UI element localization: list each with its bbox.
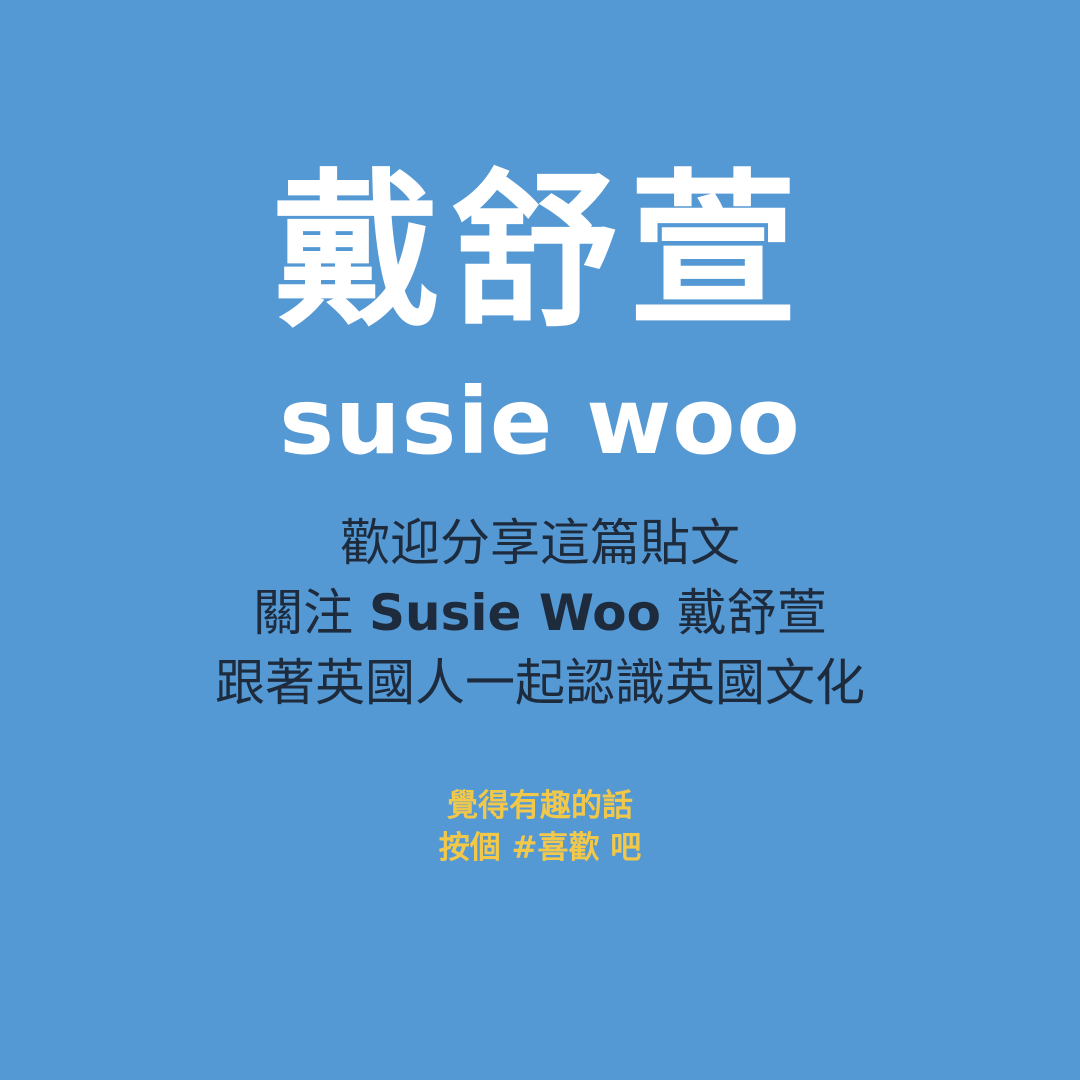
follow-prefix: 關注 [253,584,354,642]
cta-line-1: 覺得有趣的話 [447,788,633,824]
like-call-to-action: 覺得有趣的話 按個 #喜歡 吧 [0,785,1080,869]
follow-english-name: Susie Woo [369,584,661,642]
logo-chinese-name: 戴舒萱 [273,154,807,350]
follow-line: 關注 Susie Woo 戴舒萱 [0,578,1080,648]
culture-line: 跟著英國人一起認識英國文化 [215,654,865,712]
cta-line-2: 按個 #喜歡 吧 [438,830,642,866]
share-message: 歡迎分享這篇貼文 關注 Susie Woo 戴舒萱 跟著英國人一起認識英國文化 [0,508,1080,718]
follow-chinese-name: 戴舒萱 [676,584,827,642]
share-invite-line: 歡迎分享這篇貼文 [340,514,740,572]
logo-english-name: susie woo [279,368,801,475]
